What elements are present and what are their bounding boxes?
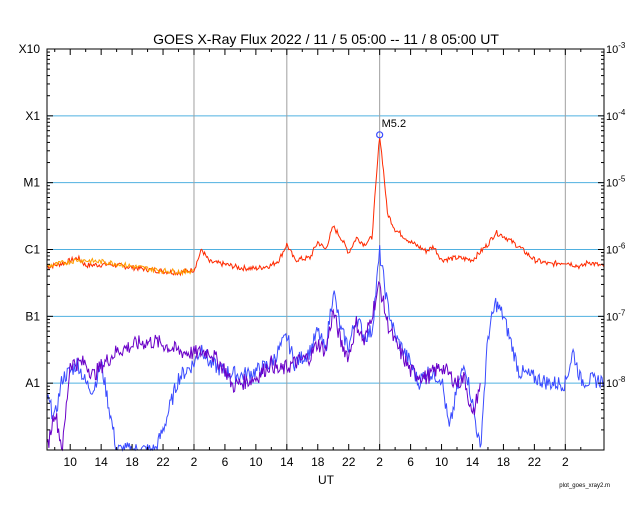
y-tick-label-right: 10-4: [606, 108, 626, 123]
x-axis-label: UT: [318, 473, 335, 487]
peak-label: M5.2: [382, 118, 406, 130]
x-tick-label: 18: [125, 455, 139, 469]
chart-title: GOES X-Ray Flux 2022 / 11 / 5 05:00 -- 1…: [153, 31, 499, 47]
x-tick-label: 2: [191, 455, 198, 469]
x-tick-label: 2: [376, 455, 383, 469]
y-tick-label-left: M1: [23, 176, 40, 190]
x-tick-label: 18: [311, 455, 325, 469]
y-tick-label-right: 10-5: [606, 175, 626, 190]
x-tick-label: 10: [249, 455, 263, 469]
annotation-layer: M5.2: [376, 118, 406, 139]
y-tick-label-left: X10: [19, 42, 41, 56]
y-tick-label-left: A1: [25, 376, 40, 390]
x-tick-label: 14: [94, 455, 108, 469]
x-tick-label: 14: [466, 455, 480, 469]
flux-series-line-3: [46, 257, 195, 277]
flux-series-line-2: [46, 280, 481, 452]
x-tick-label: 22: [156, 455, 170, 469]
y-tick-label-right: 10-8: [606, 375, 626, 390]
x-tick-label: 22: [342, 455, 356, 469]
flux-series-line-0: [46, 137, 605, 277]
y-tick-label-left: X1: [25, 109, 40, 123]
x-tick-label: 14: [280, 455, 294, 469]
x-tick-label: 6: [407, 455, 414, 469]
y-tick-label-right: 10-6: [606, 242, 626, 257]
grid-layer: [47, 49, 604, 450]
footer-label: plot_goes_xray2.m: [559, 483, 610, 489]
x-tick-label: 18: [497, 455, 511, 469]
x-tick-label: 6: [222, 455, 229, 469]
x-tick-label: 22: [528, 455, 542, 469]
y-tick-label-right: 10-7: [606, 308, 626, 323]
peak-marker: [376, 131, 384, 139]
x-tick-label: 10: [435, 455, 449, 469]
x-tick-label: 2: [562, 455, 569, 469]
x-tick-label: 10: [64, 455, 78, 469]
y-tick-label-right: 10-3: [606, 41, 626, 56]
y-tick-label-left: C1: [25, 243, 41, 257]
y-tick-label-left: B1: [25, 309, 40, 323]
